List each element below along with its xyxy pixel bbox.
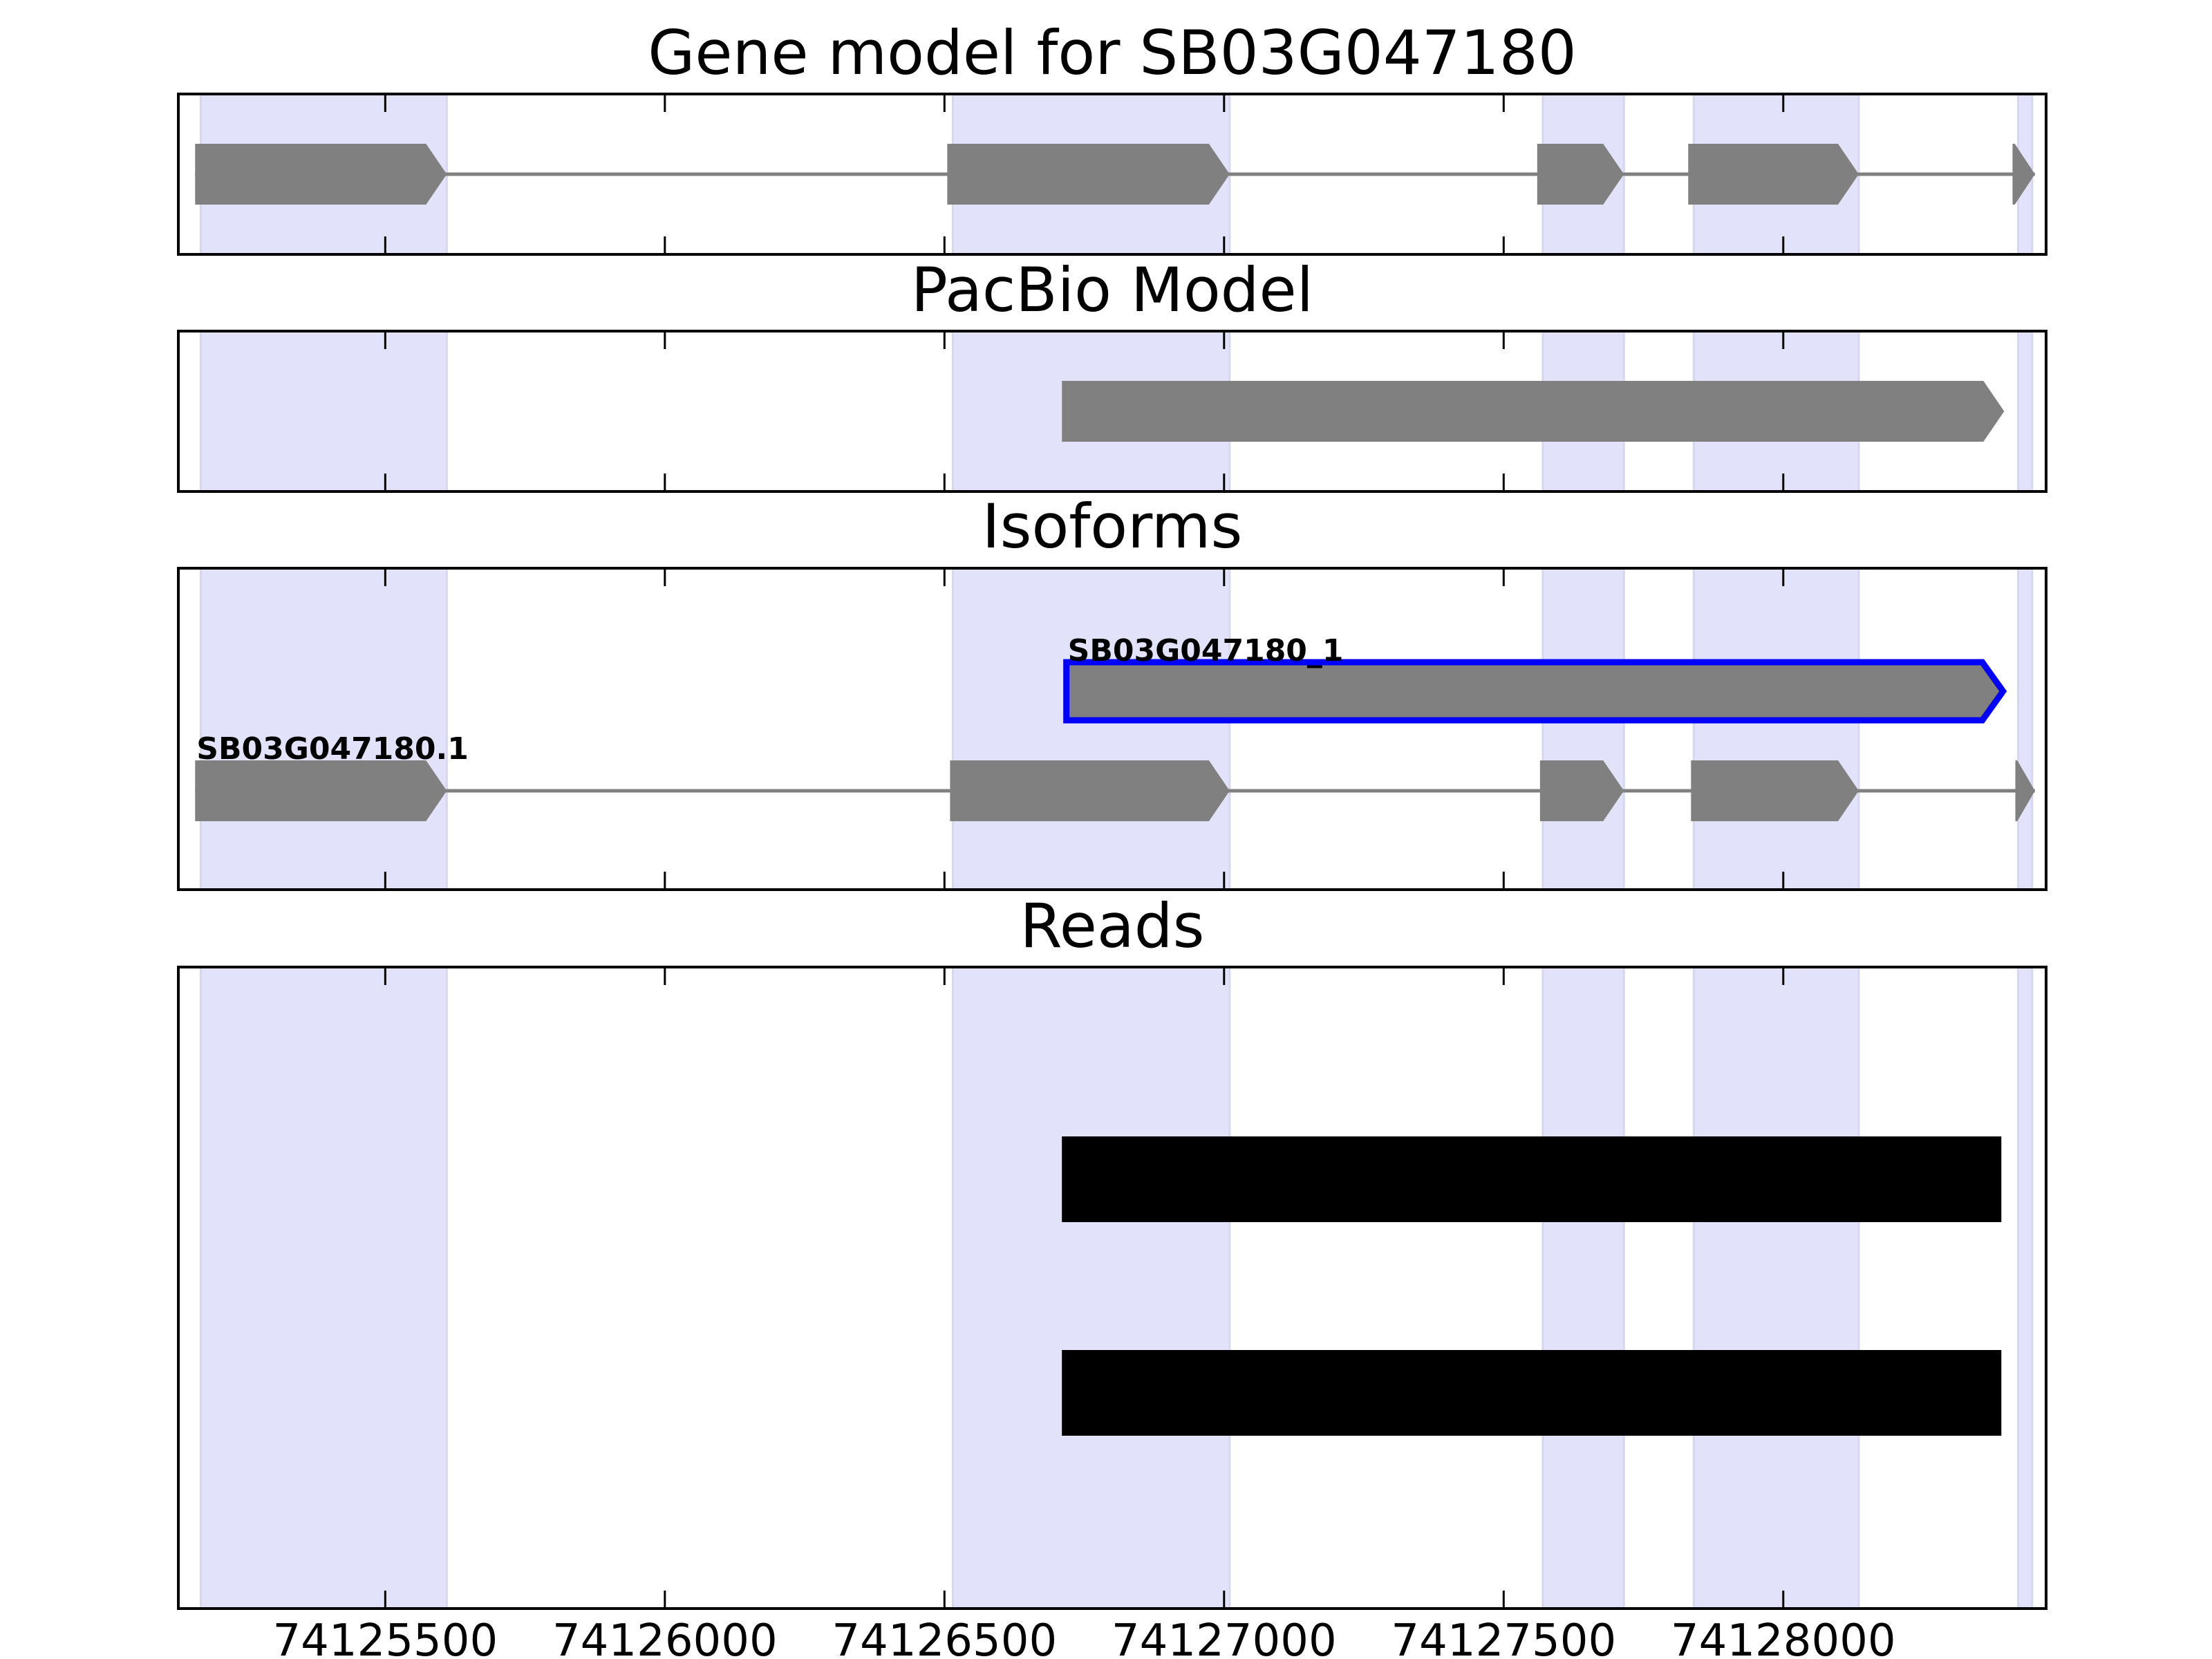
- x-tick-label: 74127500: [1391, 1615, 1616, 1659]
- x-tick-labels: 74125500 74126000 74126500 74127000 74127500…: [272, 1615, 1895, 1659]
- panel-title: PacBio Model: [911, 254, 1313, 326]
- highlight-region: [199, 967, 448, 1609]
- panel-1: Gene model for SB03G047180: [177, 17, 2047, 256]
- panel-content: [195, 659, 2035, 821]
- exon-block: [1688, 144, 1859, 205]
- axes-frame: [177, 93, 2047, 256]
- highlight-region: [1541, 568, 1625, 890]
- exon-block: [195, 144, 447, 205]
- axes-frame: [177, 966, 2047, 1610]
- axes-frame: [177, 567, 2047, 891]
- exon-block: [2012, 144, 2035, 205]
- x-tick-label: 74127000: [1112, 1615, 1337, 1659]
- exon-block: [1691, 760, 1859, 821]
- exon-block: [1539, 760, 1624, 821]
- read-bar: [1062, 1350, 2002, 1436]
- isoform-track: [195, 760, 2035, 821]
- exon-block: [1537, 144, 1624, 205]
- exon-block: [1062, 381, 2005, 442]
- axes-frame: [177, 330, 2047, 493]
- panel-content: [195, 144, 2035, 205]
- highlight-regions: [199, 967, 2034, 1609]
- highlight-region: [951, 568, 1231, 890]
- panel-title: Isoforms: [982, 491, 1243, 562]
- highlight-region: [1541, 967, 1625, 1609]
- highlight-regions: [199, 568, 2034, 890]
- isoform-label: SB03G047180_1: [1068, 633, 1344, 668]
- highlight-region: [1692, 967, 1860, 1609]
- isoform-track: [1063, 659, 2007, 724]
- panel-2: PacBio Model: [177, 254, 2047, 493]
- panel-3: SB03G047180_1 SB03G047180.1 Isoforms: [177, 491, 2047, 891]
- isoform-label: SB03G047180.1: [196, 731, 469, 767]
- isoform-track: [1062, 381, 2005, 442]
- highlight-region: [2017, 967, 2034, 1609]
- isoform-track: [195, 144, 2035, 205]
- read-bar: [1062, 1136, 2002, 1222]
- highlight-region: [199, 568, 448, 890]
- highlight-region: [951, 967, 1231, 1609]
- exon-block: [2015, 760, 2035, 821]
- exon-block: [947, 144, 1230, 205]
- selected-exon: [1063, 659, 2007, 724]
- highlight-region: [2017, 568, 2034, 890]
- x-tick-label: 74126500: [832, 1615, 1057, 1659]
- panel-title: Gene model for SB03G047180: [648, 17, 1577, 88]
- x-tick-label: 74126000: [552, 1615, 778, 1659]
- panels-layer: Gene model for SB03G047180 PacBio Model SB…: [177, 17, 2047, 1610]
- panel-content: [1062, 1136, 2002, 1436]
- highlight-region: [199, 331, 448, 491]
- panel-title: Reads: [1020, 890, 1205, 962]
- panel-content: [1062, 381, 2005, 442]
- panel-4: Reads: [177, 890, 2047, 1610]
- x-tick-label: 74125500: [272, 1615, 498, 1659]
- highlight-region: [2017, 331, 2034, 491]
- highlight-region: [1692, 568, 1860, 890]
- x-tick-label: 74128000: [1671, 1615, 1896, 1659]
- exon-block: [195, 760, 447, 821]
- exon-block: [950, 760, 1230, 821]
